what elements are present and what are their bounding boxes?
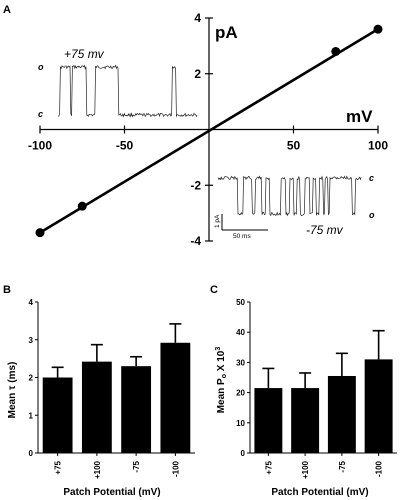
inset-bottom-closed-label: c <box>369 173 374 183</box>
c-bar <box>364 359 393 453</box>
a-x-tick-label: -50 <box>116 139 134 153</box>
b-x-tick-label: +100 <box>93 460 102 479</box>
a-y-tick-label: -2 <box>190 178 201 192</box>
inset-bottom-trace <box>217 175 362 217</box>
inset-trace-plus75: +75 mv o c <box>38 47 198 119</box>
c-y-tick-label: 40 <box>236 328 245 337</box>
c-x-axis-title: Patch Potential (mV) <box>271 487 368 498</box>
a-x-ticks: -100 -50 50 100 <box>28 125 388 153</box>
a-y-tick-label: 4 <box>194 11 201 25</box>
b-x-axis-title: Patch Potential (mV) <box>63 487 160 498</box>
a-x-tick-label: 100 <box>368 139 388 153</box>
b-y-tick-label: 2 <box>29 374 34 383</box>
a-y-ticks: 4 2 -2 -4 <box>190 11 213 248</box>
panel-c-letter: C <box>210 284 218 296</box>
inset-top-title: +75 mv <box>64 47 105 61</box>
a-y-tick-label: 2 <box>194 67 201 81</box>
a-x-unit-label: mV <box>346 107 373 126</box>
a-data-point <box>373 24 383 34</box>
b-x-tick-label: -100 <box>171 460 180 477</box>
a-data-points <box>35 24 383 238</box>
c-x-tick-label: +100 <box>301 460 310 479</box>
c-y-tick-label: 10 <box>236 419 245 428</box>
b-x-tick-label: -75 <box>132 460 141 472</box>
panel-b-letter: B <box>3 284 11 296</box>
c-x-tick-label: -100 <box>375 460 384 477</box>
c-bar <box>254 388 283 453</box>
c-y-axis-title: Mean Po X 103 <box>215 347 228 414</box>
a-data-point <box>331 46 341 56</box>
b-y-tick-label: 0 <box>29 449 34 458</box>
b-y-tick-label: 4 <box>29 298 34 307</box>
b-bar <box>160 342 191 453</box>
c-y-tick-label: 30 <box>236 358 245 367</box>
inset-top-closed-label: c <box>38 109 43 119</box>
c-bar <box>291 388 320 453</box>
panel-b-bar-chart: 0 1 2 3 4 +75 +100 -75 -100 <box>29 298 195 479</box>
a-fit-line <box>39 28 379 234</box>
c-bar <box>327 375 356 453</box>
inset-bottom-title: -75 mv <box>306 223 344 237</box>
panel-a-letter: A <box>3 4 11 16</box>
scale-bar-y-label: 1 pA <box>214 214 221 228</box>
c-y-tick-label: 50 <box>236 298 245 307</box>
a-x-tick-label: 50 <box>287 139 301 153</box>
b-x-tick-label: +75 <box>54 460 63 474</box>
inset-top-open-label: o <box>38 62 44 72</box>
b-bar <box>81 361 112 453</box>
scale-bar-x-label: 50 ms <box>233 233 251 240</box>
a-y-unit-label: pA <box>215 23 238 42</box>
b-y-tick-label: 1 <box>29 411 34 420</box>
inset-bottom-open-label: o <box>369 210 375 220</box>
panel-a-iv-plot: -100 -50 50 100 4 2 -2 -4 pA mV <box>28 11 388 248</box>
a-y-tick-label: -4 <box>190 234 201 248</box>
inset-trace-minus75: -75 mv c o 1 pA 50 ms <box>214 173 375 240</box>
a-x-tick-label: -100 <box>28 139 52 153</box>
b-bar <box>121 366 152 453</box>
c-y-tick-label: 0 <box>241 449 246 458</box>
b-y-axis-title: Mean τ (ms) <box>7 362 18 419</box>
c-y-tick-label: 20 <box>236 389 245 398</box>
panel-c-bar-chart: 0 10 20 30 40 50 +75 +100 -75 -100 <box>236 298 397 479</box>
b-y-tick-label: 3 <box>29 336 34 345</box>
inset-top-trace <box>57 64 198 118</box>
a-data-point <box>35 228 45 238</box>
b-bar <box>42 377 73 453</box>
c-y-axis-subscript: o <box>221 374 228 378</box>
a-data-point <box>77 201 87 211</box>
c-x-tick-label: -75 <box>338 460 347 472</box>
c-x-tick-label: +75 <box>264 460 273 474</box>
